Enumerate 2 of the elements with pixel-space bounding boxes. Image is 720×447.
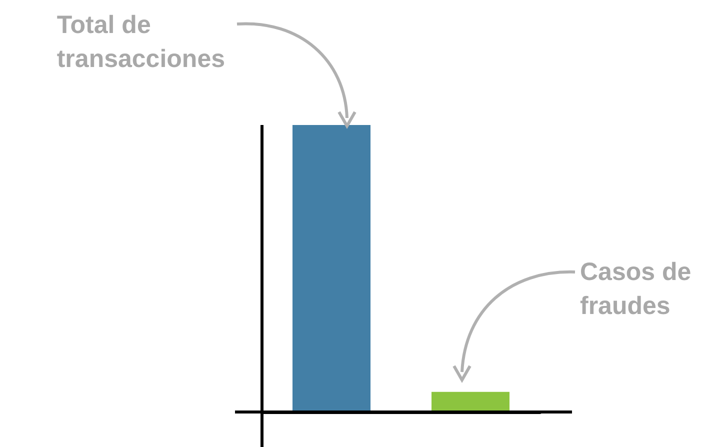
text: Casos de fraudes: [580, 258, 692, 320]
text: Total de transacciones: [56, 11, 225, 73]
